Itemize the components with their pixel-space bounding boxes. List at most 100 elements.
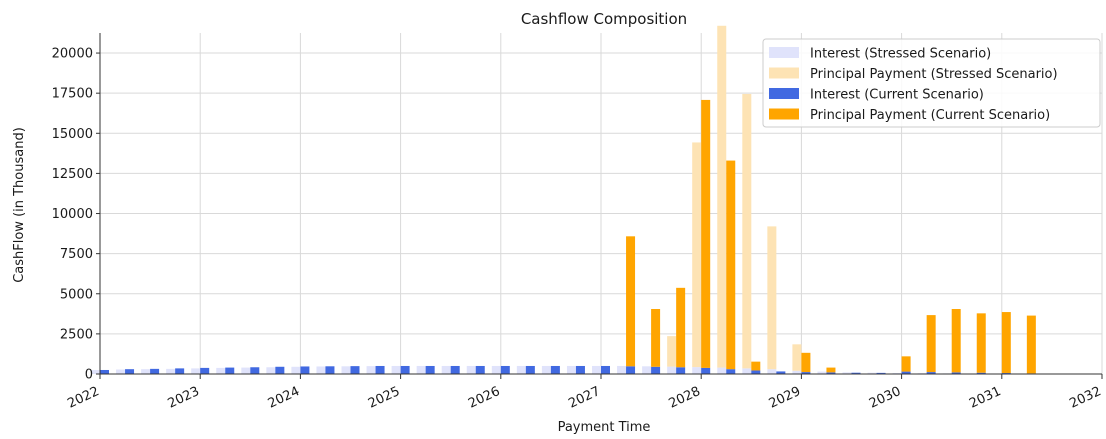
x-tick-label: 2022 (65, 384, 101, 412)
bar-principal-current (651, 309, 660, 367)
bar-principal-current (801, 353, 810, 372)
bar-interest-stressed (542, 366, 551, 374)
bar-interest-stressed (392, 366, 401, 374)
x-tick-label: 2027 (566, 384, 602, 412)
bar-interest-stressed (567, 366, 576, 374)
legend-swatch (769, 47, 799, 58)
legend-label: Interest (Stressed Scenario) (810, 47, 991, 62)
y-tick-label: 7500 (60, 247, 93, 262)
legend-swatch (769, 88, 799, 99)
bar-principal-current (977, 313, 986, 372)
bar-principal-current (927, 315, 936, 372)
bar-interest-stressed (266, 367, 275, 374)
bar-interest-stressed (667, 367, 676, 374)
bar-interest-current (376, 366, 385, 374)
bar-interest-current (676, 367, 685, 374)
chart-title: Cashflow Composition (521, 10, 687, 28)
bar-interest-current (275, 367, 284, 374)
bar-principal-current (751, 362, 760, 371)
bar-principal-current (1027, 316, 1036, 374)
bar-principal-current (826, 368, 835, 373)
bar-interest-current (250, 367, 259, 374)
y-tick-label: 2500 (60, 327, 93, 342)
bar-interest-stressed (367, 366, 376, 374)
bar-interest-stressed (767, 369, 776, 374)
bar-interest-current (701, 368, 710, 374)
y-tick-label: 5000 (60, 287, 93, 302)
bar-interest-current (150, 369, 159, 374)
bar-interest-stressed (241, 368, 250, 374)
bar-principal-current (952, 309, 961, 372)
bar-principal-current (1002, 312, 1011, 373)
bar-interest-current (551, 366, 560, 374)
bar-interest-stressed (141, 369, 150, 374)
bar-principal-stressed (692, 142, 701, 367)
bar-interest-stressed (116, 370, 125, 374)
bar-interest-current (601, 366, 610, 374)
legend-swatch (769, 109, 799, 120)
bar-interest-current (225, 368, 234, 374)
bar-principal-current (726, 161, 735, 370)
bar-interest-current (476, 366, 485, 374)
bar-interest-stressed (592, 366, 601, 374)
bar-interest-current (451, 366, 460, 374)
bar-interest-current (526, 366, 535, 374)
y-tick-label: 20000 (52, 47, 93, 62)
bar-interest-stressed (342, 366, 351, 374)
bar-interest-current (300, 366, 309, 374)
bar-interest-stressed (467, 366, 476, 374)
bar-principal-stressed (667, 336, 676, 366)
bar-interest-stressed (417, 366, 426, 374)
bar-interest-stressed (216, 368, 225, 374)
bar-principal-current (902, 356, 911, 371)
bar-interest-current (626, 366, 635, 374)
x-tick-label: 2024 (266, 384, 302, 412)
bar-interest-current (125, 369, 134, 374)
bar-interest-stressed (191, 368, 200, 374)
bar-interest-current (576, 366, 585, 374)
bar-interest-current (751, 370, 760, 374)
bar-interest-current (651, 367, 660, 374)
bar-interest-current (401, 366, 410, 374)
bar-principal-current (626, 236, 635, 366)
x-tick-label: 2023 (166, 384, 202, 412)
legend-label: Interest (Current Scenario) (810, 88, 984, 103)
legend: Interest (Stressed Scenario) Principal Pa… (763, 39, 1100, 127)
bar-interest-current (325, 366, 334, 374)
bar-interest-current (501, 366, 510, 374)
bar-interest-current (351, 366, 360, 374)
bar-interest-current (726, 369, 735, 374)
x-tick-label: 2031 (967, 384, 1003, 412)
legend-swatch (769, 68, 799, 79)
x-tick-label: 2028 (667, 384, 703, 412)
bar-principal-stressed (717, 26, 726, 368)
y-tick-label: 10000 (52, 207, 93, 222)
bar-interest-stressed (517, 366, 526, 374)
bar-interest-stressed (166, 369, 175, 374)
x-tick-label: 2032 (1067, 384, 1103, 412)
bar-interest-stressed (492, 366, 501, 374)
legend-label: Principal Payment (Current Scenario) (810, 108, 1050, 123)
bar-interest-stressed (291, 367, 300, 374)
y-tick-label: 15000 (52, 127, 93, 142)
bar-interest-stressed (642, 366, 651, 374)
bar-interest-stressed (717, 368, 726, 374)
bar-interest-current (426, 366, 435, 374)
bar-interest-stressed (617, 366, 626, 374)
bar-principal-current (701, 100, 710, 368)
bar-interest-stressed (316, 366, 325, 374)
x-tick-label: 2026 (466, 384, 502, 412)
bar-principal-current (676, 288, 685, 367)
y-tick-label: 12500 (52, 167, 93, 182)
bar-interest-stressed (442, 366, 451, 374)
bar-principal-stressed (767, 226, 776, 369)
x-tick-label: 2025 (366, 384, 402, 412)
x-axis-label: Payment Time (558, 420, 651, 435)
bar-interest-current (200, 368, 209, 374)
bar-interest-stressed (692, 367, 701, 374)
bar-principal-stressed (742, 94, 751, 368)
x-tick-label: 2030 (867, 384, 903, 412)
bar-principal-stressed (792, 344, 801, 370)
